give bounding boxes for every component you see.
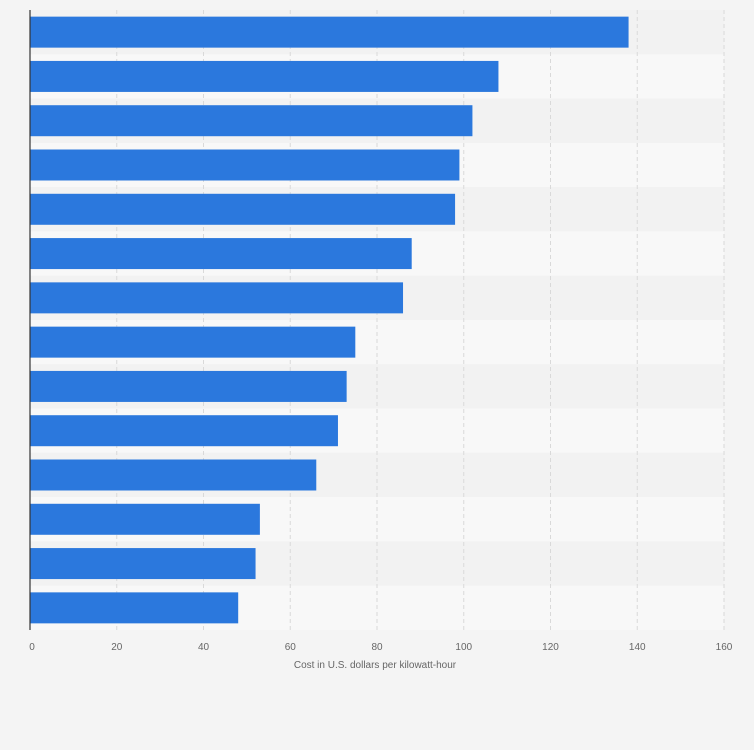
bar[interactable] [30,415,338,447]
x-tick-label: 60 [285,642,297,653]
x-tick-label: 0 [29,642,35,653]
bar[interactable] [30,149,460,181]
bar[interactable] [30,548,256,580]
x-tick-label: 140 [629,642,646,653]
x-tick-label: 120 [542,642,559,653]
x-tick-label: 160 [716,642,733,653]
bar[interactable] [30,60,499,92]
gridlines [116,10,725,630]
bar[interactable] [30,16,629,48]
bar[interactable] [30,459,317,491]
x-axis-ticks: 0 20 40 60 80 100 120 140 160 [29,642,733,653]
x-axis-title: Cost in U.S. dollars per kilowatt-hour [294,660,457,671]
x-tick-label: 20 [111,642,123,653]
bar[interactable] [30,503,260,535]
bar[interactable] [30,105,473,137]
bar[interactable] [30,282,404,314]
bar[interactable] [30,193,456,225]
x-tick-label: 40 [198,642,210,653]
bar[interactable] [30,592,239,624]
bar[interactable] [30,370,347,402]
bar[interactable] [30,238,412,270]
x-tick-label: 100 [455,642,472,653]
bar[interactable] [30,326,356,358]
x-tick-label: 80 [371,642,383,653]
bars [30,16,629,624]
